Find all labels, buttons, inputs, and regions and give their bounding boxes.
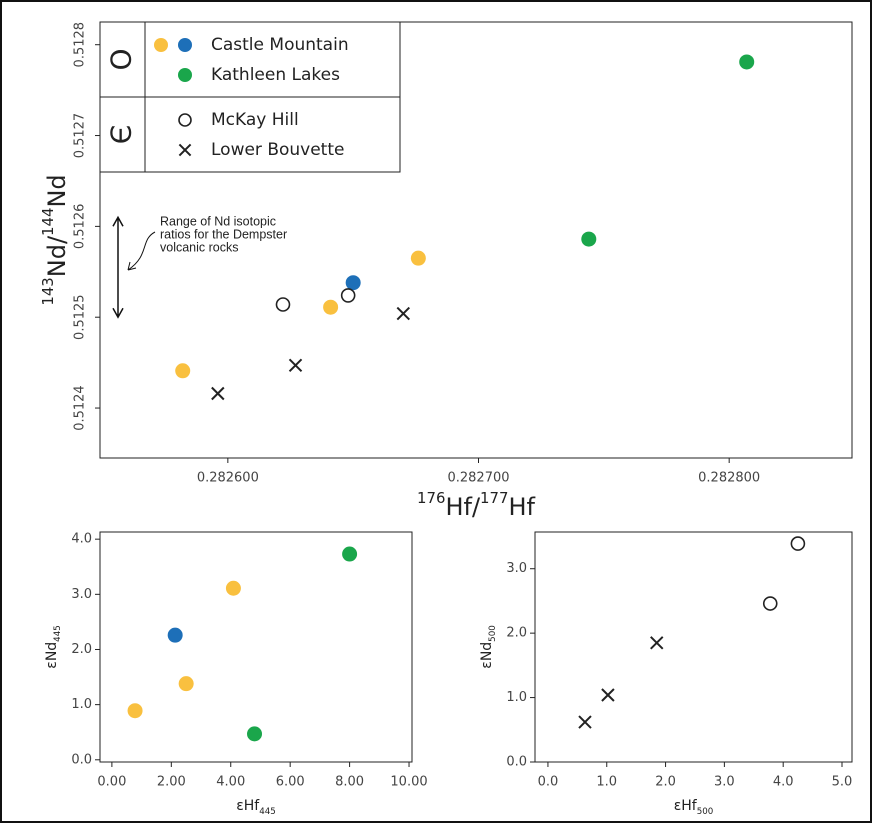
point [345,275,361,291]
point [396,306,411,321]
legend-period: Є [105,125,138,145]
axis-label: εHf445 [236,798,276,817]
plot-area [99,531,413,763]
x-tick-label: 0.00 [97,775,126,790]
x-tick-label: 2.00 [157,775,186,790]
axis-label-part: εNd [479,642,495,669]
annotation-text: volcanic rocks [160,240,239,254]
axis-label-part: 445 [53,625,63,642]
point [410,250,426,266]
legend-label: Kathleen Lakes [211,65,340,85]
x-tick-label: 8.00 [335,775,364,790]
y-tick-label: 0.0 [71,752,92,767]
point [211,386,225,401]
legend-label: Lower Bouvette [211,140,344,160]
point [739,54,755,70]
y-tick-label: 1.0 [506,690,527,705]
point [342,546,358,562]
axis-label-part: 500 [697,807,714,817]
axis-label: εNd445 [44,625,63,669]
legend-marker [154,38,168,52]
point [167,627,183,643]
legend-marker [178,68,192,82]
point [288,358,303,373]
y-tick-label: 0.5125 [73,294,88,340]
pointer [127,231,156,271]
axis-label-part: 445 [259,807,276,817]
x-tick-label: 0.282800 [698,471,760,486]
plot-area [534,531,853,763]
legend-marker [178,113,192,127]
y-tick-label: 0.5128 [73,22,88,67]
y-tick-label: 0.5124 [73,385,88,431]
y-tick-label: 0.5126 [73,204,88,250]
x-tick-label: 1.0 [596,775,617,790]
y-tick-label: 0.5127 [73,113,88,159]
x-tick-label: 5.0 [832,775,853,790]
x-tick-label: 6.00 [276,775,305,790]
point [578,715,592,729]
axis-label-part: 177 [480,489,508,507]
point [790,536,806,551]
axis-label-part: εNd [44,642,60,669]
y-tick-label: 0.0 [506,755,527,770]
axis-label-part: Nd/ [43,235,71,277]
point [601,688,615,702]
point [175,363,191,379]
point [225,580,241,596]
point [762,596,778,611]
x-tick-label: 0.0 [538,775,559,790]
y-tick-label: 4.0 [71,532,92,547]
axis-label-part: Nd [43,174,71,207]
annotation-text: Range of Nd isotopic [160,214,276,228]
axis-label-part: Hf/ [445,493,480,521]
point [581,231,597,247]
axis-label: εNd500 [479,625,498,669]
point [275,297,291,312]
point [340,288,356,303]
x-tick-label: 4.0 [773,775,794,790]
y-tick-label: 1.0 [71,697,92,712]
axis-label-part: εHf [674,798,698,814]
axis-label: 176Hf/177Hf [417,489,535,521]
axis-label-part: εHf [236,798,260,814]
point [247,726,263,742]
axis-label-part: 176 [417,489,445,507]
axis-label: εHf500 [674,798,714,817]
x-tick-label: 0.282700 [447,471,509,486]
axis-label-part: Hf [508,493,535,521]
y-tick-label: 3.0 [71,587,92,602]
y-tick-label: 2.0 [71,642,92,657]
x-tick-label: 10.00 [390,775,427,790]
axis-label-part: 143 [39,277,57,305]
point [127,703,143,719]
annotation-text: ratios for the Dempster [160,227,287,241]
legend-label: Castle Mountain [211,35,349,55]
point [178,676,194,692]
axis-label: 143Nd/144Nd [39,174,71,305]
legend-marker [178,143,192,157]
y-tick-label: 2.0 [506,626,527,641]
plot-area [99,21,853,459]
y-tick-label: 3.0 [506,561,527,576]
point [650,636,664,650]
range-arrow [112,215,124,319]
legend-label: McKay Hill [211,110,299,130]
axis-label-part: 144 [39,208,57,236]
x-tick-label: 2.0 [655,775,676,790]
legend-period: O [105,48,138,70]
point [323,299,339,315]
x-tick-label: 0.282600 [197,471,259,486]
x-tick-label: 4.00 [216,775,245,790]
axis-label-part: 500 [488,625,498,642]
legend-marker [178,38,192,52]
legend-box [99,21,401,98]
x-tick-label: 3.0 [714,775,735,790]
legend-box [99,96,401,173]
